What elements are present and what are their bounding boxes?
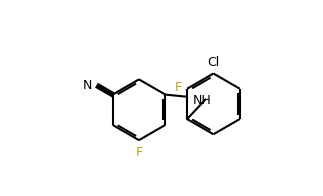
Text: F: F: [135, 146, 142, 159]
Text: N: N: [83, 79, 92, 92]
Text: NH: NH: [193, 94, 212, 107]
Text: Cl: Cl: [207, 56, 220, 69]
Text: F: F: [175, 81, 182, 94]
